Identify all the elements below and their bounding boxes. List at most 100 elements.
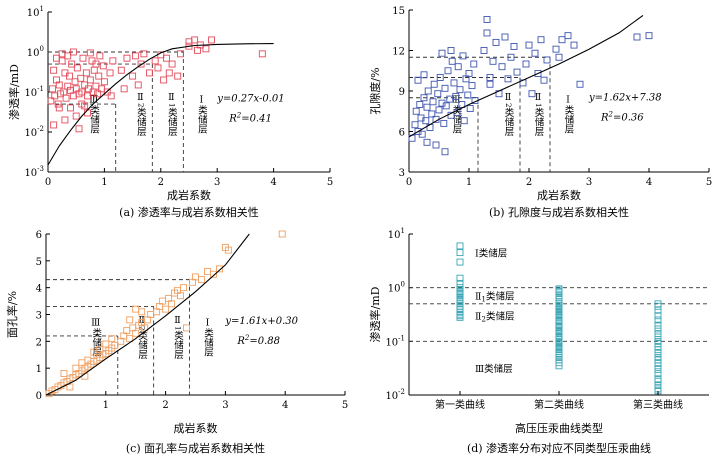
data-point <box>134 81 142 89</box>
data-point <box>486 80 494 88</box>
data-point <box>82 69 90 77</box>
data-point <box>92 82 100 90</box>
data-point <box>49 85 56 93</box>
data-point <box>67 104 75 112</box>
data-point <box>73 64 81 72</box>
data-point <box>456 274 464 282</box>
data-point <box>109 57 117 65</box>
data-point <box>444 67 452 75</box>
data-point <box>654 321 662 329</box>
panel-a: 0 1 2 3 4 5 10-3 10-2 10-1 100 101 Ⅲ类储层 Ⅱ 2 类储层 Ⅱ 1 类储层 Ⅰ类… <box>7 5 333 219</box>
fit-line <box>47 43 274 166</box>
zone-label: Ⅰ类储层 <box>196 94 208 134</box>
data-point <box>456 279 464 287</box>
panel-caption: (a) 渗透率与成岩系数相关性 <box>119 205 259 219</box>
y-tick-label: 9 <box>399 87 405 98</box>
data-point <box>507 53 515 61</box>
panel-caption: (d) 渗透率分布对应不同类型压汞曲线 <box>467 441 651 455</box>
data-point <box>183 324 190 332</box>
data-point <box>537 36 545 44</box>
data-point <box>453 109 461 117</box>
data-point <box>50 66 58 74</box>
data-point <box>645 32 653 40</box>
zone-label: Ⅲ类储层 <box>88 94 100 134</box>
x-tick-label: 第二类曲线 <box>534 398 584 411</box>
data-point <box>81 81 89 89</box>
data-point <box>126 316 134 324</box>
data-point <box>483 29 491 37</box>
data-point <box>191 36 199 44</box>
data-point <box>522 60 530 68</box>
data-point <box>154 64 162 72</box>
zone-label: Ⅰ类储层 <box>563 94 575 134</box>
data-point <box>654 312 662 320</box>
data-point <box>224 246 232 254</box>
fit-equation: y=1.61x+0.30 <box>224 316 298 327</box>
y-tick-label: 100 <box>388 281 405 295</box>
x-axis-label: 成岩系数 <box>174 421 218 435</box>
zone-label: Ⅱ 2 类储层 <box>135 92 147 137</box>
data-point <box>510 43 518 50</box>
data-point <box>177 292 185 300</box>
y-tick-label: 5 <box>36 257 42 268</box>
data-point <box>140 50 148 58</box>
data-point <box>438 49 446 57</box>
data-point <box>194 46 201 54</box>
data-point <box>654 306 662 314</box>
data-point <box>424 87 432 95</box>
y-tick-label: 6 <box>399 128 405 139</box>
x-tick-label: 5 <box>706 177 712 188</box>
data-point <box>65 72 73 80</box>
data-point <box>102 340 110 348</box>
data-point <box>126 335 134 343</box>
y-tick-label: 1 <box>36 364 42 375</box>
data-point <box>84 92 91 100</box>
data-point <box>456 86 464 94</box>
data-point <box>416 101 424 108</box>
data-point <box>470 60 478 68</box>
data-point <box>448 57 456 65</box>
x-tick-label: 4 <box>282 400 288 411</box>
y-tick-label: 6 <box>36 230 42 241</box>
r-squared: R2=0.41 <box>228 112 272 125</box>
data-point <box>162 305 170 313</box>
data-point <box>177 50 184 58</box>
fit-line <box>45 233 250 396</box>
data-point <box>72 364 80 372</box>
data-point <box>204 268 211 276</box>
data-point <box>456 312 464 320</box>
data-point <box>423 138 431 146</box>
data-point <box>92 60 100 68</box>
data-point <box>47 97 55 105</box>
data-point <box>654 333 662 341</box>
data-point <box>543 56 551 64</box>
zone-label: Ⅲ类储层 <box>90 317 102 357</box>
data-point <box>96 52 104 60</box>
data-point <box>513 68 521 76</box>
y-tick-label: 4 <box>36 284 42 295</box>
data-point <box>100 78 108 86</box>
data-point <box>456 258 464 266</box>
x-tick-label: 第一类曲线 <box>435 398 485 411</box>
data-point <box>86 76 94 84</box>
data-point <box>436 74 444 81</box>
data-point <box>452 92 460 100</box>
zone-label: Ⅰ类储层 <box>202 317 214 357</box>
data-point <box>447 47 455 54</box>
zone-label: Ⅲ类储层 <box>451 94 463 134</box>
y-tick-label: 101 <box>388 227 405 241</box>
x-tick-label: 第三类曲线 <box>633 398 683 411</box>
data-point <box>525 41 533 49</box>
data-point <box>117 66 125 74</box>
data-point <box>208 36 216 44</box>
data-point <box>66 383 74 391</box>
data-point <box>162 54 170 62</box>
x-tick-label: 5 <box>327 177 333 188</box>
y-tick-label: 2 <box>36 337 42 348</box>
data-point <box>60 370 68 377</box>
data-point <box>79 54 87 62</box>
x-tick-label: 2 <box>158 177 164 188</box>
zone-label: Ⅱ 1 类储层 <box>166 92 178 137</box>
